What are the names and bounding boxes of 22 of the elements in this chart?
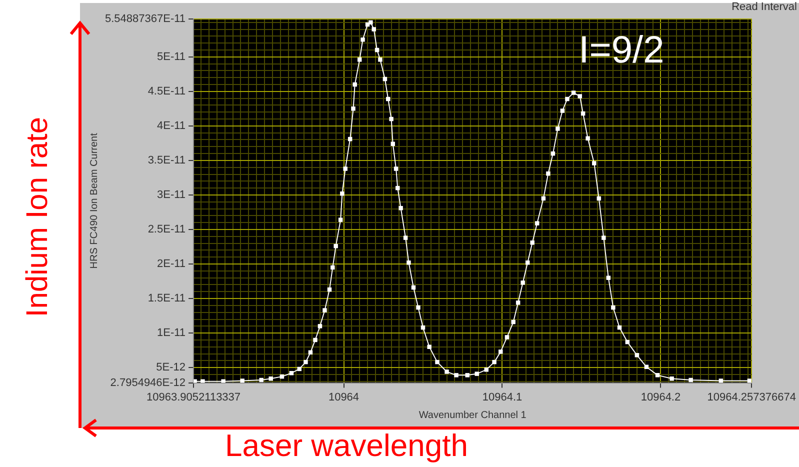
y-tick-label: 2.7954946E-12 — [110, 376, 186, 389]
x-tick-label: 10964.1 — [482, 391, 522, 404]
y-tick-label: 3.5E-11 — [148, 154, 186, 166]
x-tick-label: 10964.2 — [640, 391, 681, 404]
text: Read Interval — [732, 1, 797, 13]
y-tick-label: 3E-11 — [156, 189, 186, 202]
x-tick-label: 10963.9052113337 — [146, 391, 241, 404]
y-tick-label: 4.5E-11 — [148, 85, 186, 98]
y-axis-title: HRS FC490 Ion Beam Current — [88, 132, 100, 269]
y-tick-label: 2E-11 — [156, 258, 186, 270]
y-tick-label: 1.5E-11 — [148, 292, 186, 305]
y-tick-label: 5E-11 — [156, 50, 186, 63]
y-tick-label: 1E-11 — [156, 327, 186, 340]
y-tick-label: 5.54887367E-11 — [104, 13, 186, 26]
x-tick-label: 10964.257376674 — [707, 391, 796, 404]
text: Laser wavelength — [225, 428, 468, 464]
text: Indium Ion rate — [21, 116, 56, 318]
x-tick-label: 10964 — [328, 391, 360, 404]
y-tick-label: 2.5E-11 — [148, 224, 186, 236]
y-tick-label: 5E-12 — [156, 362, 186, 374]
x-axis-title: Wavenumber Channel 1 — [418, 410, 527, 421]
y-tick-label: 4E-11 — [156, 120, 186, 132]
